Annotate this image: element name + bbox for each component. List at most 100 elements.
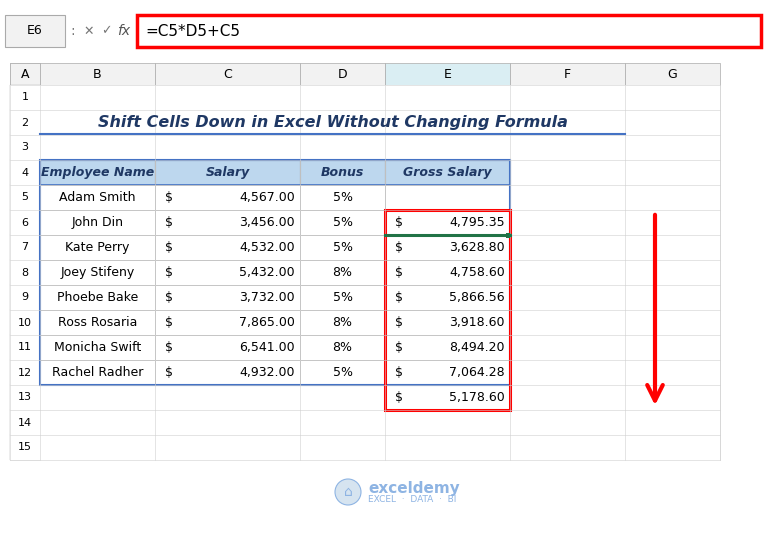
Text: 5%: 5% <box>333 216 353 229</box>
Text: 8%: 8% <box>333 341 353 354</box>
FancyBboxPatch shape <box>300 335 385 360</box>
Text: 10: 10 <box>18 317 32 328</box>
Text: Monicha Swift: Monicha Swift <box>54 341 141 354</box>
Text: C: C <box>223 67 232 80</box>
FancyBboxPatch shape <box>300 235 385 260</box>
Text: 2: 2 <box>22 118 28 127</box>
FancyBboxPatch shape <box>300 310 385 335</box>
Text: 5%: 5% <box>333 291 353 304</box>
FancyBboxPatch shape <box>155 260 300 285</box>
FancyBboxPatch shape <box>385 160 510 185</box>
FancyBboxPatch shape <box>10 310 40 335</box>
Text: :: : <box>71 24 75 38</box>
FancyBboxPatch shape <box>385 285 510 310</box>
Text: $: $ <box>165 241 173 254</box>
Text: $: $ <box>395 266 403 279</box>
Bar <box>506 233 511 238</box>
FancyBboxPatch shape <box>385 335 510 360</box>
Text: =C5*D5+C5: =C5*D5+C5 <box>145 24 240 38</box>
FancyBboxPatch shape <box>155 160 300 185</box>
FancyBboxPatch shape <box>40 235 155 260</box>
FancyBboxPatch shape <box>40 210 155 235</box>
Text: A: A <box>21 67 29 80</box>
FancyBboxPatch shape <box>510 63 625 85</box>
Text: Joey Stifeny: Joey Stifeny <box>61 266 134 279</box>
Text: $: $ <box>395 316 403 329</box>
Text: Kate Perry: Kate Perry <box>65 241 130 254</box>
Text: 5%: 5% <box>333 191 353 204</box>
Text: $: $ <box>165 366 173 379</box>
Text: 4,532.00: 4,532.00 <box>240 241 295 254</box>
FancyBboxPatch shape <box>385 385 510 410</box>
Text: F: F <box>564 67 571 80</box>
Text: 6: 6 <box>22 218 28 228</box>
Text: 4,932.00: 4,932.00 <box>240 366 295 379</box>
FancyBboxPatch shape <box>300 285 385 310</box>
FancyBboxPatch shape <box>10 235 40 260</box>
FancyBboxPatch shape <box>300 160 385 185</box>
Text: 3,456.00: 3,456.00 <box>240 216 295 229</box>
Text: 5%: 5% <box>333 366 353 379</box>
Text: ✕: ✕ <box>84 25 94 38</box>
FancyBboxPatch shape <box>155 285 300 310</box>
FancyBboxPatch shape <box>155 185 300 210</box>
FancyBboxPatch shape <box>10 135 40 160</box>
Text: E6: E6 <box>27 25 43 38</box>
FancyBboxPatch shape <box>10 435 40 460</box>
Text: $: $ <box>165 316 173 329</box>
Text: 5: 5 <box>22 193 28 202</box>
FancyBboxPatch shape <box>10 160 40 185</box>
FancyBboxPatch shape <box>300 260 385 285</box>
FancyBboxPatch shape <box>155 63 300 85</box>
FancyBboxPatch shape <box>10 410 40 435</box>
Text: $: $ <box>395 216 403 229</box>
FancyBboxPatch shape <box>155 210 300 235</box>
Text: Rachel Radher: Rachel Radher <box>51 366 143 379</box>
Text: 7,064.28: 7,064.28 <box>449 366 505 379</box>
FancyBboxPatch shape <box>155 310 300 335</box>
Text: 12: 12 <box>18 368 32 377</box>
FancyBboxPatch shape <box>10 110 40 135</box>
Text: 7: 7 <box>22 242 28 253</box>
FancyBboxPatch shape <box>385 210 510 235</box>
FancyBboxPatch shape <box>10 360 40 385</box>
Text: 5,432.00: 5,432.00 <box>240 266 295 279</box>
Text: 3,732.00: 3,732.00 <box>240 291 295 304</box>
FancyBboxPatch shape <box>10 210 40 235</box>
Text: ✓: ✓ <box>101 25 111 38</box>
Text: 4,567.00: 4,567.00 <box>240 191 295 204</box>
Text: 3,918.60: 3,918.60 <box>449 316 505 329</box>
Text: Gross Salary: Gross Salary <box>403 166 492 179</box>
Text: Shift Cells Down in Excel Without Changing Formula: Shift Cells Down in Excel Without Changi… <box>98 115 568 130</box>
Text: D: D <box>338 67 347 80</box>
Text: Adam Smith: Adam Smith <box>59 191 136 204</box>
FancyBboxPatch shape <box>625 63 720 85</box>
FancyBboxPatch shape <box>385 63 510 85</box>
FancyBboxPatch shape <box>40 260 155 285</box>
Text: 5,866.56: 5,866.56 <box>449 291 505 304</box>
Text: 8%: 8% <box>333 266 353 279</box>
FancyBboxPatch shape <box>40 63 155 85</box>
Text: 13: 13 <box>18 393 32 403</box>
Text: Ross Rosaria: Ross Rosaria <box>58 316 137 329</box>
Text: 3: 3 <box>22 143 28 153</box>
Text: Phoebe Bake: Phoebe Bake <box>57 291 138 304</box>
Text: EXCEL  ·  DATA  ·  BI: EXCEL · DATA · BI <box>368 494 456 503</box>
FancyBboxPatch shape <box>10 335 40 360</box>
Text: 7,865.00: 7,865.00 <box>239 316 295 329</box>
Text: $: $ <box>165 191 173 204</box>
FancyBboxPatch shape <box>385 360 510 385</box>
Text: $: $ <box>395 391 403 404</box>
FancyBboxPatch shape <box>10 385 40 410</box>
Text: 5,178.60: 5,178.60 <box>449 391 505 404</box>
Text: 9: 9 <box>22 293 28 302</box>
FancyBboxPatch shape <box>385 260 510 285</box>
FancyBboxPatch shape <box>300 360 385 385</box>
FancyBboxPatch shape <box>40 335 155 360</box>
FancyBboxPatch shape <box>155 235 300 260</box>
Text: 15: 15 <box>18 443 32 452</box>
FancyBboxPatch shape <box>300 185 385 210</box>
Text: E: E <box>444 67 452 80</box>
Text: 4,758.60: 4,758.60 <box>449 266 505 279</box>
Text: $: $ <box>165 266 173 279</box>
